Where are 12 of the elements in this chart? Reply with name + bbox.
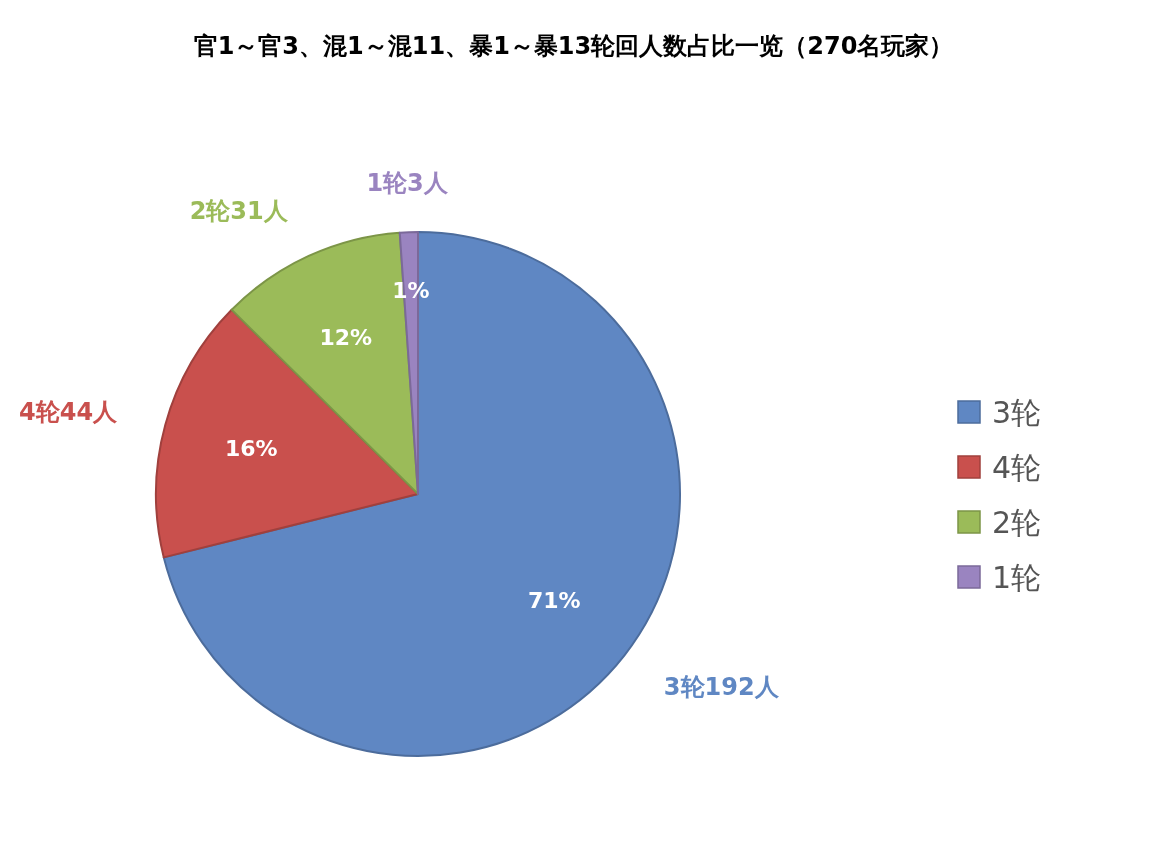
chart-title: 官1～官3、混1～混11、暴1～暴13轮回人数占比一览（270名玩家）	[193, 32, 954, 60]
text: 71%	[527, 588, 581, 614]
legend-label: 1轮	[992, 560, 1042, 595]
text: 12%	[319, 324, 373, 350]
text: 16%	[224, 436, 278, 462]
data-label: 1轮3人	[366, 169, 449, 198]
legend-label: 3轮	[992, 395, 1042, 430]
data-label: 4轮44人	[19, 398, 119, 427]
data-label: 3轮192人	[663, 673, 780, 702]
legend-label: 4轮	[992, 450, 1042, 485]
legend-label: 2轮	[992, 505, 1042, 540]
data-label: 2轮31人	[189, 197, 289, 226]
